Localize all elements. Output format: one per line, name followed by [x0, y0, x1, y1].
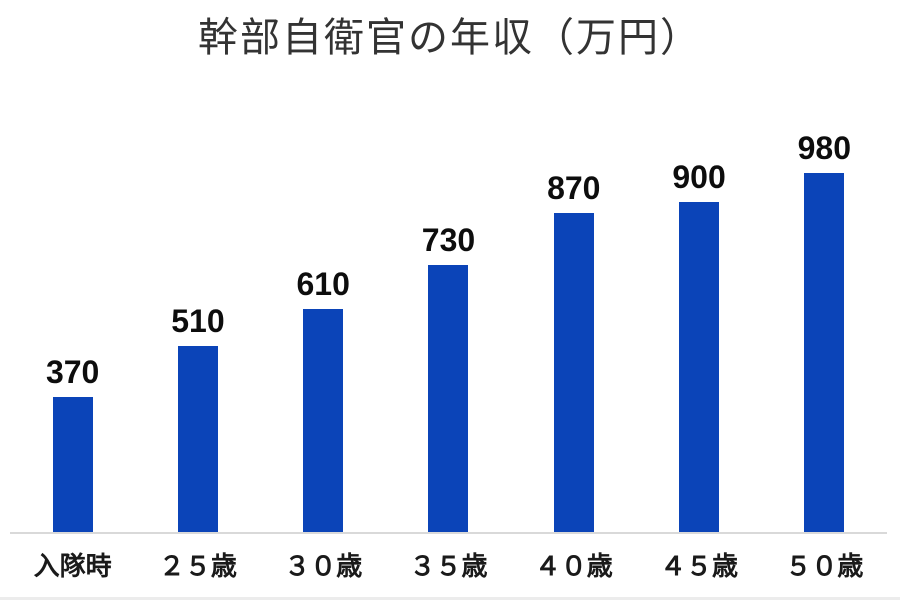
x-axis-labels: 入隊時 ２５歳 ３０歳 ３５歳 ４０歳 ４５歳 ５０歳 — [10, 551, 887, 582]
bar-value-label: 900 — [672, 159, 726, 195]
x-axis-category-label: ３０歳 — [284, 551, 363, 581]
bar-column: 370 — [10, 90, 135, 533]
x-axis-line — [10, 532, 887, 534]
bar-column: 510 — [135, 90, 260, 533]
x-axis-category-label: ５０歳 — [785, 551, 864, 581]
chart-title: 幹部自衛官の年収（万円） — [198, 16, 702, 60]
x-axis-category-label: ２５歳 — [158, 551, 237, 581]
bar — [804, 173, 845, 533]
x-axis-category-label: ４５歳 — [660, 551, 739, 581]
bar — [428, 265, 469, 533]
bottom-edge-line — [0, 597, 900, 600]
bar-column: 730 — [386, 90, 511, 533]
x-axis-category-label: ３５歳 — [409, 551, 488, 581]
bar-value-label: 370 — [45, 354, 100, 390]
bar — [303, 309, 344, 533]
x-axis-category-label: 入隊時 — [33, 551, 112, 581]
bar-column: 610 — [261, 90, 386, 533]
bar — [553, 213, 594, 533]
bar-value-label: 870 — [547, 170, 601, 206]
bar — [177, 346, 218, 533]
x-axis-category-label: ４０歳 — [534, 551, 613, 581]
plot-area: 370 510 610 730 870 900 980 — [10, 90, 887, 533]
bar-value-label: 610 — [296, 266, 350, 302]
bar-value-label: 980 — [797, 130, 852, 166]
bar-column: 870 — [511, 90, 636, 533]
bar — [679, 202, 720, 533]
bar-value-label: 510 — [171, 303, 225, 339]
bar-column: 980 — [762, 90, 887, 533]
bar-value-label: 730 — [421, 222, 476, 258]
bar-column: 900 — [636, 90, 761, 533]
bar — [52, 397, 93, 533]
